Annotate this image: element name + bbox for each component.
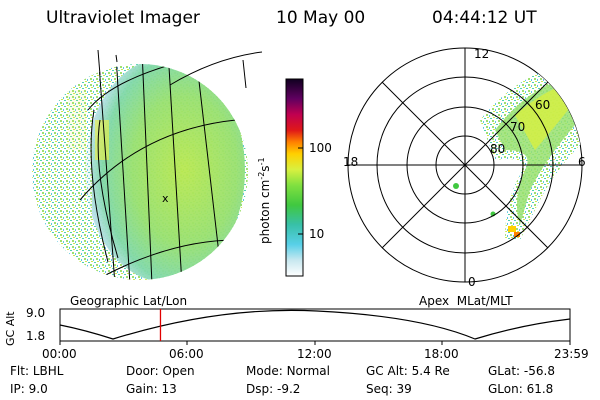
colorbar-tick-100: 100 (309, 141, 332, 155)
status-door: Door: Open (126, 364, 195, 378)
polar-plot-caption: Apex MLat/MLT (419, 294, 513, 308)
lat-label-60: 60 (535, 98, 551, 112)
timeline-ytick-bottom: 1.8 (26, 329, 46, 343)
unit-text-mid: s (258, 165, 272, 172)
status-mode: Mode: Normal (246, 364, 330, 378)
unit-exponent-2: -1 (257, 157, 266, 166)
time-tick-3: 18:00 (424, 347, 459, 361)
status-flt: Flt: LBHL (10, 364, 64, 378)
timeline-ylabel-text: GC Alt (4, 311, 17, 346)
status-glon: GLon: 61.8 (488, 382, 554, 396)
altitude-timeline (59, 308, 571, 345)
status-gain: Gain: 13 (126, 382, 177, 396)
status-gc-alt: GC Alt: 5.4 Re (366, 364, 450, 378)
colorbar-tick-10: 10 (309, 227, 325, 241)
mlt-label-bottom: 0 (468, 275, 476, 289)
unit-text: photon cm (258, 179, 272, 244)
date-label: 10 May 00 (276, 8, 366, 28)
time-tick-2: 12:00 (297, 347, 332, 361)
left-image-caption: Geographic Lat/Lon (70, 294, 188, 308)
mlt-label-top: 12 (474, 47, 490, 61)
mlt-label-right: 6 (578, 155, 586, 169)
mlt-label-left: 18 (343, 155, 359, 169)
status-ip: IP: 9.0 (10, 382, 48, 396)
unit-exponent-1: -2 (257, 171, 266, 180)
time-tick-0: 00:00 (42, 347, 77, 361)
uv-image-geographic (32, 49, 263, 280)
time-label: 04:44:12 UT (432, 8, 537, 28)
time-tick-4: 23:59 (554, 347, 589, 361)
instrument-title: Ultraviolet Imager (46, 8, 200, 28)
timeline-ytick-top: 9.0 (26, 306, 46, 320)
status-glat: GLat: -56.8 (488, 364, 555, 378)
colorbar (285, 78, 304, 277)
image-x-mark: x (162, 192, 169, 205)
time-tick-1: 06:00 (169, 347, 204, 361)
lat-label-70: 70 (510, 120, 526, 134)
status-dsp: Dsp: -9.2 (246, 382, 301, 396)
colorbar-unit-label: photon cm-2s-1 (257, 148, 287, 244)
polar-plot-mlat-mlt (347, 47, 583, 283)
status-seq: Seq: 39 (366, 382, 412, 396)
lat-label-80: 80 (490, 142, 506, 156)
